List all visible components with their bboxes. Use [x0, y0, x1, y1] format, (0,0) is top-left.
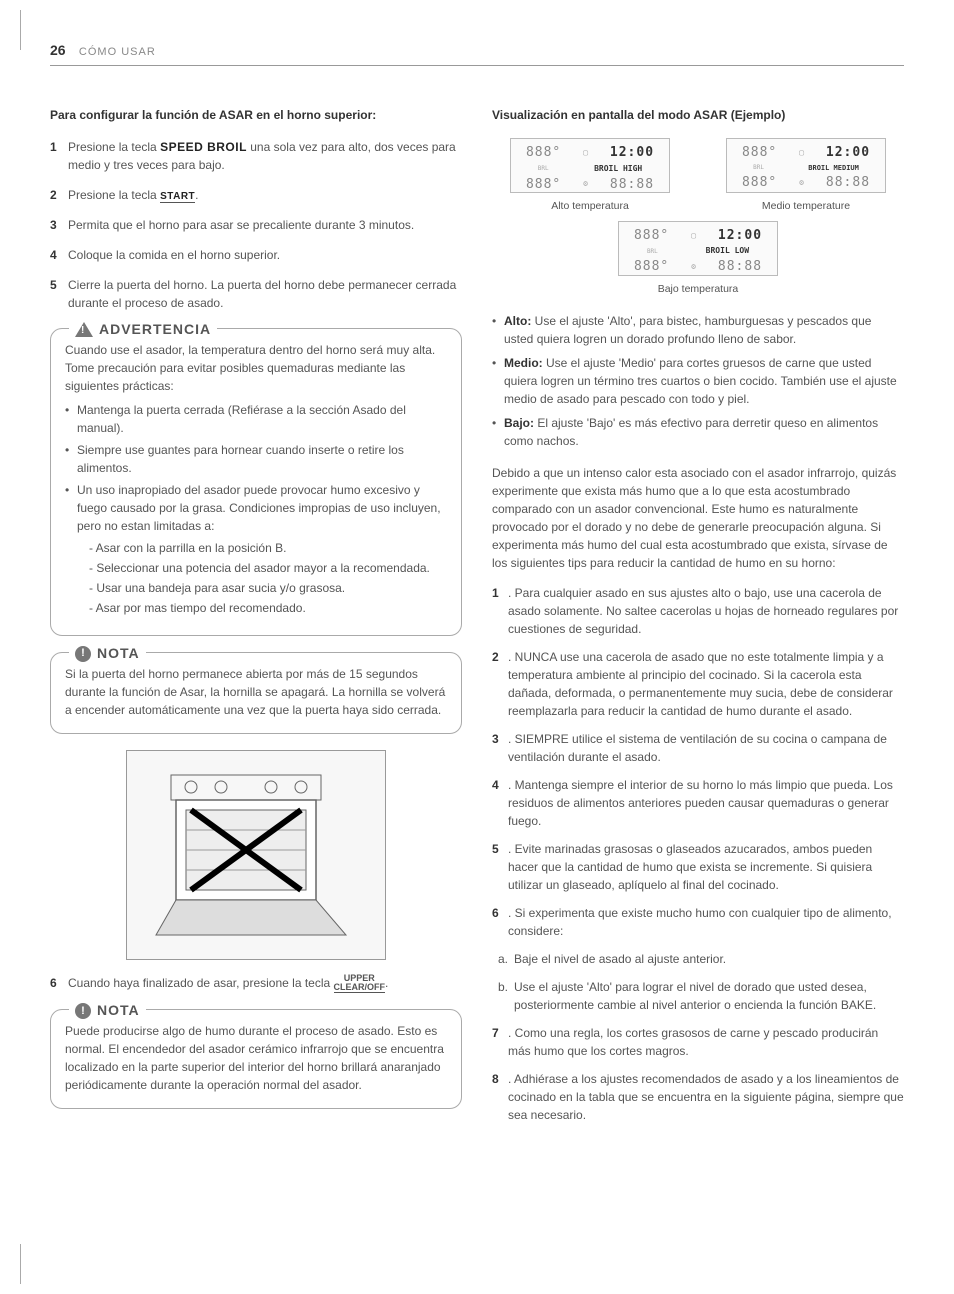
tip-2: 2. NUNCA use una cacerola de asado que n… — [492, 648, 904, 720]
warn-bullet: Un uso inapropiado del asador puede prov… — [65, 481, 447, 617]
warning-icon — [75, 322, 93, 337]
setting-bajo: Bajo: El ajuste 'Bajo' es más efectivo p… — [492, 414, 904, 450]
tip-7: 7. Como una regla, los cortes grasosos d… — [492, 1024, 904, 1060]
page-number: 26 — [50, 42, 66, 58]
note2-title: NOTA — [97, 1000, 140, 1021]
display-medium: 888°▢12:00 BRLBROIL MEDIUM 888°⚙88:88 Me… — [708, 138, 904, 215]
warn-bullet: Siempre use guantes para hornear cuando … — [65, 441, 447, 477]
note2-text: Puede producirse algo de humo durante el… — [65, 1022, 447, 1094]
section-name: CÓMO USAR — [79, 46, 156, 58]
tip-6b: b.Use el ajuste 'Alto' para lograr el ni… — [492, 978, 904, 1014]
info-icon: ! — [75, 646, 91, 662]
left-heading: Para configurar la función de ASAR en el… — [50, 106, 462, 124]
step-1: 1 Presione la tecla SPEED BROIL una sola… — [50, 138, 462, 174]
right-column: Visualización en pantalla del modo ASAR … — [492, 106, 904, 1134]
step-2: 2 Presione la tecla START. — [50, 186, 462, 204]
warning-title: ADVERTENCIA — [99, 319, 211, 340]
info-icon: ! — [75, 1003, 91, 1019]
step-3: 3 Permita que el horno para asar se prec… — [50, 216, 462, 234]
settings-list: Alto: Use el ajuste 'Alto', para bistec,… — [492, 312, 904, 450]
warning-intro: Cuando use el asador, la temperatura den… — [65, 341, 447, 395]
display-low: 888°▢12:00 BRLBROIL LOW 888°⚙88:88 Bajo … — [618, 221, 778, 298]
warn-bullet: Mantenga la puerta cerrada (Refiérase a … — [65, 401, 447, 437]
key-start: START — [160, 191, 195, 203]
key-speed-broil: SPEED BROIL — [160, 140, 247, 154]
display-examples-row: 888°▢12:00 BRLBROIL HIGH 888°⚙88:88 Alto… — [492, 138, 904, 215]
note1-text: Si la puerta del horno permanece abierta… — [65, 665, 447, 719]
tip-6a: a.Baje el nivel de asado al ajuste anter… — [492, 950, 904, 968]
page-edge-marker — [0, 0, 36, 1294]
display-high: 888°▢12:00 BRLBROIL HIGH 888°⚙88:88 Alto… — [492, 138, 688, 215]
tip-4: 4. Mantenga siempre el interior de su ho… — [492, 776, 904, 830]
page-header: 26 CÓMO USAR — [50, 40, 904, 66]
left-column: Para configurar la función de ASAR en el… — [50, 106, 462, 1134]
right-heading: Visualización en pantalla del modo ASAR … — [492, 106, 904, 124]
oven-open-door-figure — [126, 750, 386, 960]
step-4: 4 Coloque la comida en el horno superior… — [50, 246, 462, 264]
tip-8: 8. Adhiérase a los ajustes recomendados … — [492, 1070, 904, 1124]
tip-6: 6. Si experimenta que existe mucho humo … — [492, 904, 904, 940]
smoke-paragraph: Debido a que un intenso calor esta asoci… — [492, 464, 904, 572]
step-6: 6 Cuando haya finalizado de asar, presio… — [50, 974, 462, 993]
note1-title: NOTA — [97, 643, 140, 664]
tip-5: 5. Evite marinadas grasosas o glaseados … — [492, 840, 904, 894]
key-upper-clearoff: UPPERCLEAR/OFF — [334, 974, 386, 993]
tip-3: 3. SIEMPRE utilice el sistema de ventila… — [492, 730, 904, 766]
step-5: 5 Cierre la puerta del horno. La puerta … — [50, 276, 462, 312]
tip-1: 1. Para cualquier asado en sus ajustes a… — [492, 584, 904, 638]
setting-alto: Alto: Use el ajuste 'Alto', para bistec,… — [492, 312, 904, 348]
note-callout-2: ! NOTA Puede producirse algo de humo dur… — [50, 1009, 462, 1109]
setting-medio: Medio: Use el ajuste 'Medio' para cortes… — [492, 354, 904, 408]
oven-illustration — [146, 765, 366, 945]
warning-callout: ADVERTENCIA Cuando use el asador, la tem… — [50, 328, 462, 636]
note-callout-1: ! NOTA Si la puerta del horno permanece … — [50, 652, 462, 734]
